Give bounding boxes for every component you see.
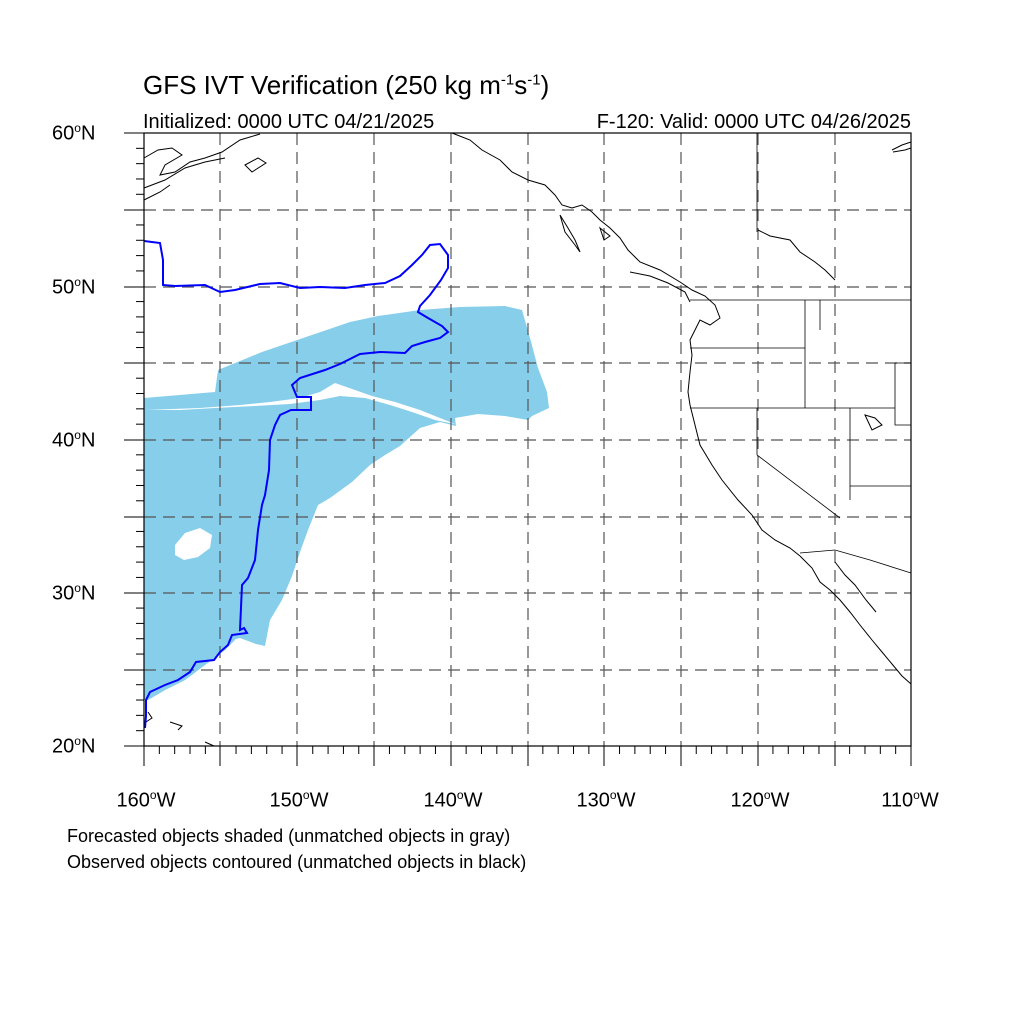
x-tick-label: 160oW (116, 788, 176, 812)
title-sup1: -1 (500, 71, 515, 89)
x-tick-label: 140oW (423, 788, 483, 812)
y-tick-label: 40oN (52, 428, 96, 452)
title-mid: s (514, 70, 528, 100)
forecast-object-gaps (146, 383, 455, 560)
initialized-label: Initialized: 0000 UTC 04/21/2025 (143, 111, 435, 133)
forecast-caption: Forecasted objects shaded (unmatched obj… (67, 826, 511, 846)
title-sup2: -1 (527, 71, 541, 89)
forecast-ivt-object (144, 306, 549, 700)
coastlines (143, 132, 912, 747)
lat-lon-grid (144, 133, 911, 746)
y-tick-label: 50oN (52, 275, 96, 299)
title-main: GFS IVT Verification (250 kg m (143, 70, 501, 100)
valid-time-label: F-120: Valid: 0000 UTC 04/26/2025 (596, 111, 911, 133)
state-borders (690, 133, 912, 574)
title-tail: ) (540, 70, 550, 100)
x-tick-label: 150oW (269, 788, 329, 812)
x-tick-label: 110oW (881, 788, 939, 812)
observed-ivt-object (143, 240, 450, 729)
y-tick-label: 20oN (52, 734, 96, 758)
x-tick-label: 120oW (730, 788, 790, 812)
minor-ticks (136, 147, 897, 754)
observed-caption: Observed objects contoured (unmatched ob… (67, 852, 527, 872)
chart-title: GFS IVT Verification (250 kg m-1s-1) (143, 70, 549, 101)
y-tick-label: 60oN (52, 121, 96, 145)
axis-ticks (124, 132, 912, 766)
x-tick-label: 130oW (576, 788, 636, 812)
y-tick-label: 30oN (52, 581, 96, 605)
